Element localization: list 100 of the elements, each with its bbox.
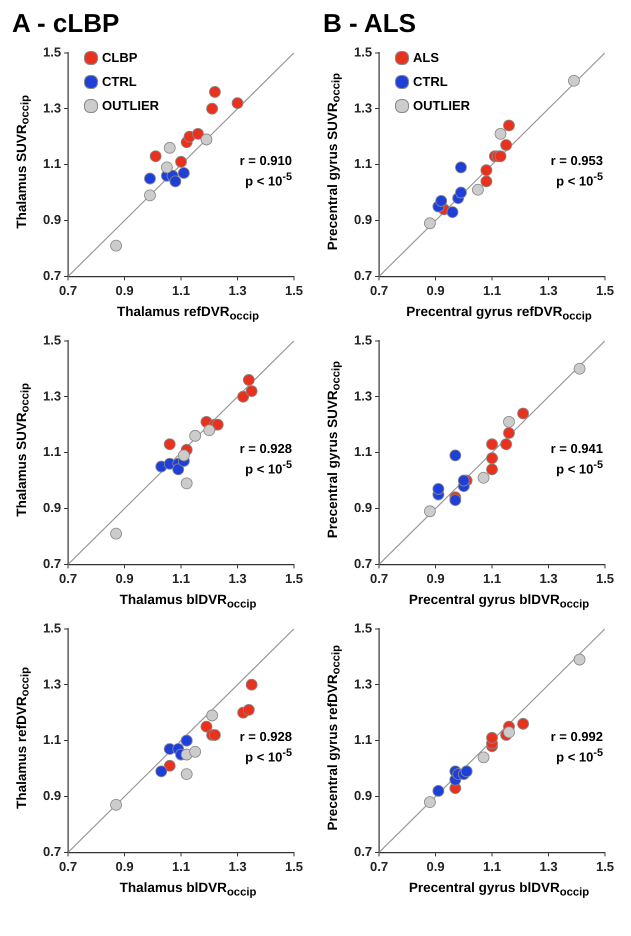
point: [178, 449, 190, 462]
point: [161, 161, 173, 174]
y-tick-label: 0.7: [42, 844, 62, 859]
point: [503, 120, 515, 132]
x-axis-title: Thalamus refDVR$_{occip}$: [116, 304, 260, 325]
point: [169, 175, 182, 188]
y-tick-label: 0.7: [354, 844, 372, 859]
x-tick-label: 0.9: [426, 282, 445, 298]
point: [189, 746, 202, 758]
point: [446, 206, 458, 218]
point: [189, 430, 202, 442]
y-tick-label: 1.5: [354, 620, 372, 636]
point: [175, 156, 187, 168]
legend-label: CTRL: [413, 74, 448, 89]
y-tick-label: 1.3: [42, 388, 62, 404]
point: [486, 732, 498, 744]
point: [237, 390, 250, 403]
x-tick-label: 0.9: [426, 570, 445, 586]
x-tick-label: 1.3: [539, 570, 558, 586]
x-tick-label: 0.7: [59, 570, 78, 586]
point: [486, 438, 498, 450]
point: [458, 474, 470, 486]
x-tick-label: 0.9: [116, 282, 134, 298]
point: [574, 654, 586, 666]
y-tick-label: 0.9: [354, 500, 372, 516]
x-axis-title: Thalamus blDVR$_{occip}$: [118, 880, 258, 901]
point: [212, 418, 224, 431]
y-tick-label: 0.7: [42, 268, 62, 283]
x-tick-label: 0.9: [116, 570, 134, 586]
point: [110, 528, 122, 540]
point: [200, 134, 212, 146]
x-tick-label: 0.7: [59, 282, 78, 298]
y-tick-label: 1.1: [42, 732, 62, 748]
point: [424, 505, 436, 518]
point: [449, 494, 462, 506]
legend-label: OUTLIER: [102, 98, 160, 113]
point: [200, 720, 212, 733]
point: [480, 164, 492, 176]
point: [246, 678, 258, 691]
x-tick-label: 1.1: [172, 282, 190, 298]
point: [424, 217, 436, 230]
point: [480, 175, 492, 188]
x-tick-label: 1.1: [482, 570, 502, 586]
annotation: p < 10$^{-5}$: [555, 746, 603, 766]
y-tick-label: 0.9: [42, 788, 62, 804]
point: [180, 768, 193, 780]
point: [503, 427, 515, 439]
annotation: r = 0.928: [240, 728, 292, 745]
x-tick-label: 1.3: [539, 282, 558, 298]
y-tick-label: 0.7: [354, 268, 372, 283]
point: [232, 97, 244, 110]
point: [574, 362, 586, 375]
y-tick-label: 0.9: [354, 788, 372, 804]
x-axis-title: Precentral gyrus refDVR$_{occip}$: [405, 304, 593, 325]
point: [449, 449, 462, 462]
point: [455, 186, 467, 198]
x-axis-title: Precentral gyrus blDVR$_{occip}$: [408, 880, 590, 901]
point: [203, 424, 216, 436]
x-tick-label: 1.5: [596, 858, 614, 874]
x-tick-label: 1.3: [228, 282, 247, 298]
y-tick-label: 0.9: [354, 212, 372, 228]
point: [206, 710, 218, 722]
legend-label: CLBP: [102, 50, 138, 65]
point: [192, 128, 204, 140]
x-tick-label: 1.3: [539, 858, 558, 874]
y-tick-label: 0.7: [42, 556, 62, 571]
chart-title: B - ALS: [322, 8, 417, 40]
y-tick-label: 1.3: [354, 100, 372, 116]
x-tick-label: 0.9: [116, 858, 134, 874]
x-tick-label: 0.7: [370, 858, 388, 874]
point: [144, 189, 156, 202]
point: [478, 751, 490, 764]
point: [164, 142, 176, 154]
annotation: r = 0.928: [240, 440, 292, 457]
annotation: p < 10$^{-5}$: [244, 746, 292, 766]
legend-label: CTRL: [102, 74, 137, 89]
y-tick-label: 1.3: [42, 676, 62, 692]
point: [246, 385, 258, 398]
point: [178, 167, 190, 179]
point: [486, 452, 498, 464]
y-tick-label: 0.9: [42, 212, 62, 228]
point: [164, 760, 176, 772]
point: [110, 798, 122, 811]
point: [242, 374, 255, 386]
x-tick-label: 0.7: [59, 858, 78, 874]
x-tick-label: 1.3: [228, 570, 247, 586]
y-tick-label: 0.9: [42, 500, 62, 516]
x-axis-title: Thalamus blDVR$_{occip}$: [118, 592, 258, 613]
y-tick-label: 1.1: [42, 156, 62, 172]
x-tick-label: 1.5: [284, 282, 304, 298]
x-tick-label: 1.1: [482, 282, 502, 298]
point: [500, 438, 512, 450]
legend-label: ALS: [413, 50, 439, 65]
annotation: p < 10$^{-5}$: [555, 170, 603, 190]
point: [209, 729, 221, 741]
y-tick-label: 1.5: [354, 332, 372, 348]
point: [432, 785, 444, 797]
y-tick-label: 1.1: [354, 732, 372, 748]
legend-label: OUTLIER: [413, 98, 470, 113]
point: [500, 139, 512, 151]
